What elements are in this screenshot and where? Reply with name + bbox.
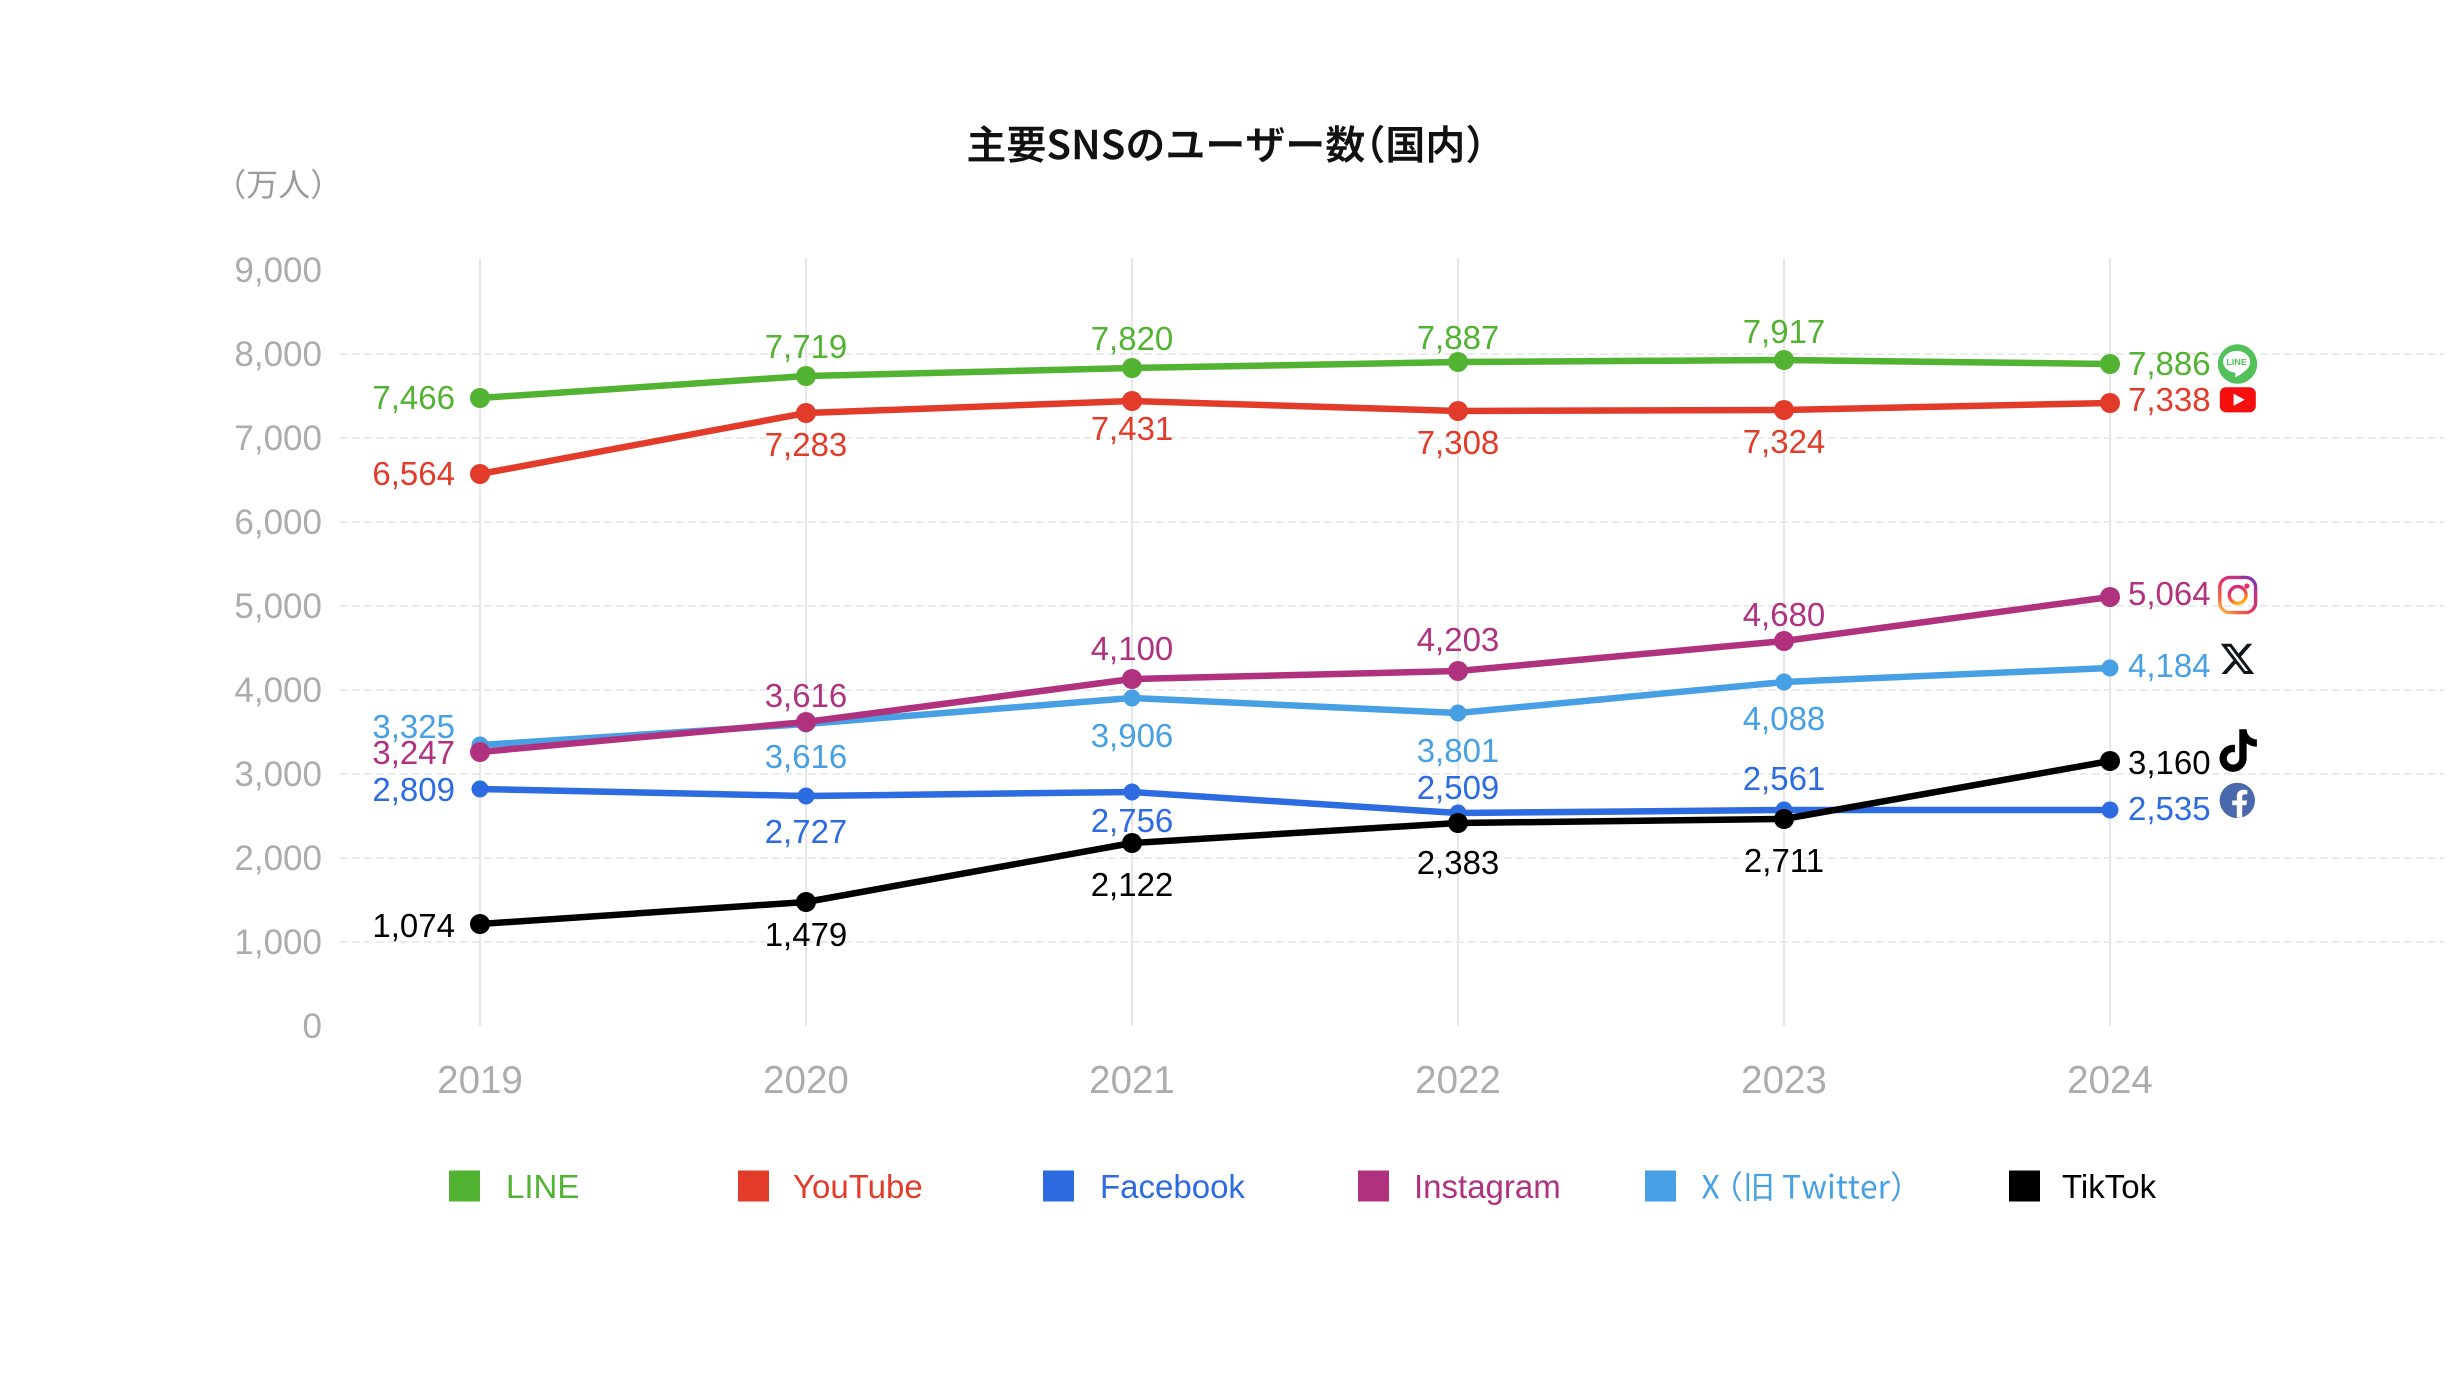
svg-text:2,535: 2,535 <box>2128 790 2211 827</box>
svg-text:1,000: 1,000 <box>234 923 322 962</box>
svg-text:2022: 2022 <box>1415 1059 1501 1102</box>
svg-text:3,000: 3,000 <box>234 755 322 794</box>
svg-text:2023: 2023 <box>1741 1059 1827 1102</box>
svg-text:6,000: 6,000 <box>234 503 322 542</box>
svg-text:Instagram: Instagram <box>1414 1168 1561 1205</box>
svg-text:LINE: LINE <box>506 1168 579 1205</box>
svg-text:7,466: 7,466 <box>372 379 455 416</box>
svg-text:2019: 2019 <box>437 1059 523 1102</box>
svg-text:7,431: 7,431 <box>1091 410 1174 447</box>
svg-text:4,680: 4,680 <box>1743 596 1826 633</box>
svg-text:TikTok: TikTok <box>2062 1168 2157 1205</box>
svg-text:7,719: 7,719 <box>765 328 848 365</box>
svg-text:3,160: 3,160 <box>2128 744 2211 781</box>
svg-text:7,338: 7,338 <box>2128 381 2211 418</box>
svg-text:2,756: 2,756 <box>1091 802 1174 839</box>
svg-text:7,820: 7,820 <box>1091 320 1174 357</box>
svg-text:2,727: 2,727 <box>765 813 848 850</box>
svg-text:2,509: 2,509 <box>1417 769 1500 806</box>
svg-text:9,000: 9,000 <box>234 251 322 290</box>
svg-text:7,917: 7,917 <box>1743 313 1826 350</box>
svg-text:2,711: 2,711 <box>1744 842 1824 879</box>
svg-text:4,100: 4,100 <box>1091 630 1174 667</box>
svg-text:2,561: 2,561 <box>1743 760 1826 797</box>
svg-text:2,122: 2,122 <box>1091 866 1174 903</box>
svg-text:2,000: 2,000 <box>234 839 322 878</box>
svg-text:3,906: 3,906 <box>1091 717 1174 754</box>
svg-text:YouTube: YouTube <box>793 1168 923 1205</box>
svg-text:4,184: 4,184 <box>2128 647 2211 684</box>
svg-text:3,616: 3,616 <box>765 677 848 714</box>
svg-text:6,564: 6,564 <box>372 455 455 492</box>
svg-text:4,203: 4,203 <box>1417 621 1500 658</box>
svg-text:4,088: 4,088 <box>1743 700 1826 737</box>
svg-text:1,479: 1,479 <box>765 916 848 953</box>
svg-text:5,064: 5,064 <box>2128 575 2211 612</box>
svg-text:2020: 2020 <box>763 1059 849 1102</box>
svg-text:7,324: 7,324 <box>1743 423 1826 460</box>
svg-text:7,886: 7,886 <box>2128 345 2211 382</box>
svg-text:7,887: 7,887 <box>1417 319 1500 356</box>
svg-text:7,000: 7,000 <box>234 419 322 458</box>
svg-text:3,247: 3,247 <box>372 734 455 771</box>
svg-text:3,801: 3,801 <box>1417 732 1500 769</box>
svg-text:7,308: 7,308 <box>1417 424 1500 461</box>
svg-text:3,325: 3,325 <box>372 708 455 745</box>
svg-text:3,616: 3,616 <box>765 738 848 775</box>
svg-text:2024: 2024 <box>2067 1059 2153 1102</box>
svg-text:2,809: 2,809 <box>372 771 455 808</box>
svg-text:Facebook: Facebook <box>1100 1168 1245 1205</box>
svg-text:7,283: 7,283 <box>765 426 848 463</box>
svg-text:4,000: 4,000 <box>234 671 322 710</box>
svg-text:8,000: 8,000 <box>234 335 322 374</box>
svg-text:2,383: 2,383 <box>1417 844 1500 881</box>
svg-text:1,074: 1,074 <box>372 907 455 944</box>
svg-text:0: 0 <box>303 1007 322 1046</box>
svg-text:2021: 2021 <box>1089 1059 1175 1102</box>
svg-text:5,000: 5,000 <box>234 587 322 626</box>
